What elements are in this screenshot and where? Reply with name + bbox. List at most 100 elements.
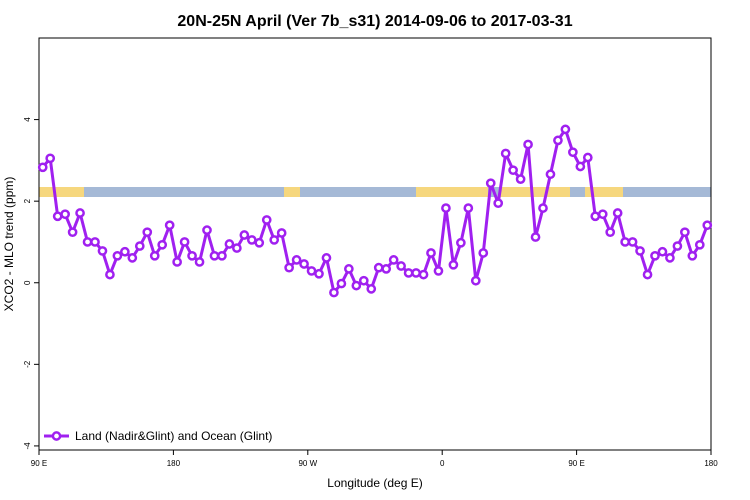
data-point [590, 211, 601, 222]
data-point [75, 208, 85, 218]
data-point [657, 246, 668, 257]
data-point [620, 237, 630, 247]
data-point [627, 237, 638, 247]
data-point [284, 262, 294, 273]
data-point [530, 232, 541, 242]
data-point [680, 227, 690, 238]
data-point [485, 178, 496, 189]
data-point [344, 264, 354, 274]
data-point [67, 227, 78, 238]
plot-frame [38, 37, 712, 451]
data-point [418, 269, 429, 280]
x-tick-label: 180 [167, 459, 181, 468]
data-point [276, 228, 287, 238]
data-point [82, 237, 93, 247]
data-point [702, 220, 713, 231]
data-point [179, 237, 190, 247]
data-point [164, 220, 175, 231]
land-band [284, 187, 300, 197]
legend-label: Land (Nadir&Glint) and Ocean (Glint) [75, 429, 272, 443]
data-point [456, 237, 466, 248]
data-point [538, 203, 548, 213]
chart-title: 20N-25N April (Ver 7b_s31) 2014-09-06 to… [177, 13, 572, 30]
data-point [523, 139, 533, 150]
y-tick-label: -4 [23, 442, 32, 450]
data-point [254, 237, 265, 248]
land-band [39, 187, 84, 197]
x-tick-label: 0 [440, 459, 445, 468]
data-point [493, 198, 504, 209]
data-point [157, 239, 168, 250]
data-point [105, 269, 115, 280]
data-point [291, 255, 302, 265]
data-point [612, 208, 623, 218]
x-axis-label: Longitude (deg E) [327, 476, 422, 490]
data-point [52, 211, 63, 222]
data-point [463, 203, 474, 213]
data-point [269, 235, 280, 245]
data-point [90, 237, 100, 247]
data-point [299, 259, 309, 269]
data-point [545, 169, 556, 180]
data-point [470, 275, 481, 286]
y-tick-label: -2 [23, 360, 32, 368]
data-point [478, 248, 489, 258]
data-point [202, 225, 212, 235]
x-tick-label: 90 E [568, 459, 584, 468]
x-tick-label: 90 W [298, 459, 317, 468]
data-point [261, 215, 272, 225]
data-point [112, 250, 123, 261]
x-tick-label: 180 [704, 459, 718, 468]
legend-marker [51, 431, 62, 441]
data-point [582, 152, 593, 163]
land-band [416, 187, 488, 197]
data-point [194, 257, 205, 267]
data-point [433, 266, 444, 276]
data-point [560, 124, 571, 135]
data-point [97, 246, 108, 256]
data-point [515, 174, 526, 184]
data-point [665, 253, 675, 263]
data-point [403, 268, 414, 278]
data-point [597, 209, 608, 220]
data-point [224, 239, 235, 249]
data-point [553, 135, 563, 146]
data-point [142, 227, 153, 238]
data-point [448, 259, 459, 270]
data-point [650, 250, 660, 261]
land-ocean-band [39, 187, 711, 197]
data-point [605, 227, 616, 238]
y-tick-label: 2 [23, 198, 32, 203]
data-point [314, 268, 324, 279]
data-point [45, 153, 56, 164]
data-point [329, 287, 339, 298]
data-point [366, 284, 377, 294]
data-point [694, 239, 705, 250]
data-point [635, 246, 645, 256]
data-point [217, 250, 227, 261]
data-point [388, 255, 399, 265]
data-point [127, 253, 138, 263]
data-point [120, 246, 130, 257]
data-point [396, 261, 406, 271]
data-point [441, 203, 451, 213]
y-axis-label: XCO2 - MLO trend (ppm) [2, 177, 16, 312]
data-point [246, 235, 257, 245]
data-point [239, 230, 250, 240]
data-point [642, 269, 653, 280]
y-tick-label: 0 [23, 280, 32, 285]
ocean-band [39, 187, 711, 197]
data-point [232, 243, 242, 253]
data-point [373, 262, 384, 273]
data-point [411, 268, 421, 278]
data-point [568, 147, 578, 158]
data-point [500, 148, 511, 159]
data-point [351, 280, 362, 291]
data-point [381, 264, 392, 274]
data-point [358, 275, 369, 286]
data-point [37, 162, 48, 173]
data-point [172, 257, 182, 267]
data-point [426, 248, 436, 258]
data-point [209, 250, 220, 261]
